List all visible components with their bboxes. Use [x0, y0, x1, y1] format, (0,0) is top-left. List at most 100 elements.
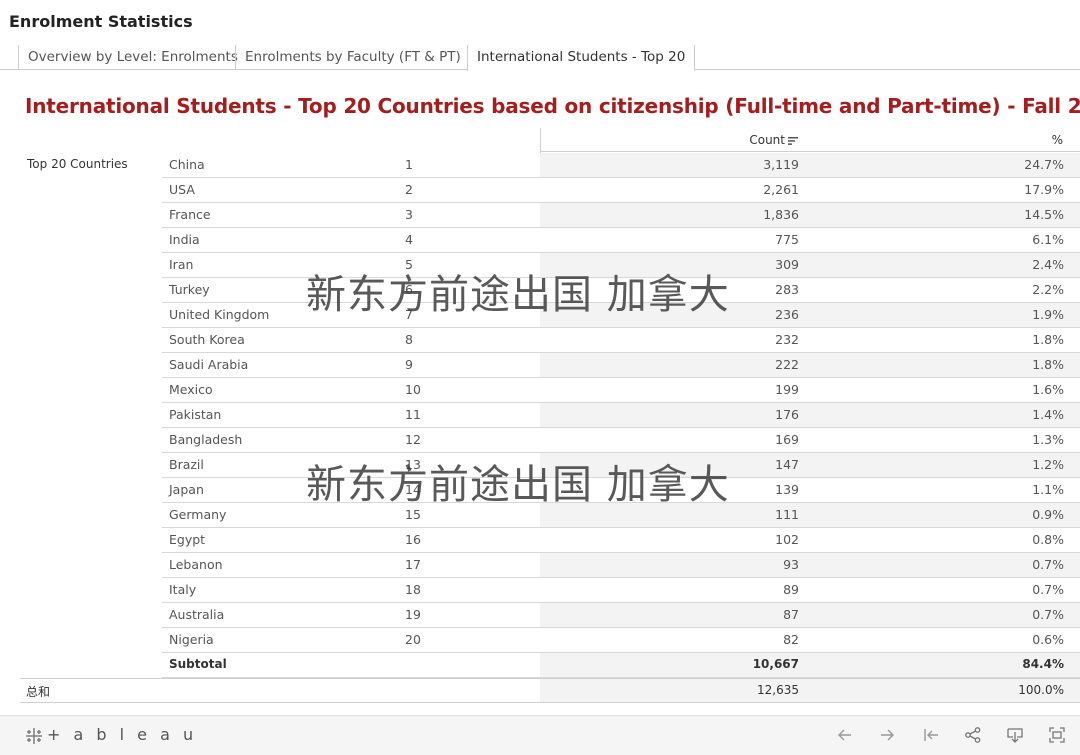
tableau-logo-text: + a b l e a u: [47, 725, 198, 744]
country-count: 283: [775, 282, 799, 297]
country-pct: 24.7%: [1024, 157, 1064, 172]
row-band: [540, 503, 1080, 527]
country-rank: 20: [405, 632, 421, 647]
table-row[interactable]: Lebanon 17 93 0.7%: [162, 553, 1080, 578]
country-rank: 18: [405, 582, 421, 597]
revert-icon[interactable]: [920, 724, 942, 746]
country-name: Germany: [169, 507, 227, 522]
row-band: [540, 553, 1080, 577]
country-count: 147: [775, 457, 799, 472]
forward-arrow-icon[interactable]: [876, 724, 898, 746]
table-row[interactable]: Australia 19 87 0.7%: [162, 603, 1080, 628]
country-rank: 3: [405, 207, 413, 222]
country-count: 775: [775, 232, 799, 247]
table-row[interactable]: Bangladesh 12 169 1.3%: [162, 428, 1080, 453]
sort-descending-icon[interactable]: [788, 136, 798, 146]
table-row[interactable]: United Kingdom 7 236 1.9%: [162, 303, 1080, 328]
country-rank: 6: [405, 282, 413, 297]
country-count: 111: [775, 507, 799, 522]
country-name: Saudi Arabia: [169, 357, 249, 372]
tableau-logo[interactable]: + a b l e a u: [25, 725, 197, 745]
country-name: Pakistan: [169, 407, 222, 422]
pct-column-header[interactable]: %: [1051, 133, 1063, 147]
table-row[interactable]: France 3 1,836 14.5%: [162, 203, 1080, 228]
table-row[interactable]: China 1 3,119 24.7%: [162, 153, 1080, 178]
table-row[interactable]: Nigeria 20 82 0.6%: [162, 628, 1080, 653]
column-header-row: Count %: [540, 128, 1080, 152]
country-pct: 1.9%: [1032, 307, 1064, 322]
row-band: [540, 603, 1080, 627]
tab-strip: Overview by Level: Enrolments Enrolments…: [0, 45, 1080, 71]
row-band: [540, 478, 1080, 502]
row-band: [540, 378, 1080, 402]
country-rank: 12: [405, 432, 421, 447]
table-row[interactable]: Turkey 6 283 2.2%: [162, 278, 1080, 303]
table-row[interactable]: Egypt 16 102 0.8%: [162, 528, 1080, 553]
country-name: Brazil: [169, 457, 204, 472]
country-rank: 17: [405, 557, 421, 572]
country-rank: 5: [405, 257, 413, 272]
country-name: United Kingdom: [169, 307, 270, 322]
country-rank: 8: [405, 332, 413, 347]
country-count: 169: [775, 432, 799, 447]
table-row[interactable]: India 4 775 6.1%: [162, 228, 1080, 253]
table-row[interactable]: Japan 14 139 1.1%: [162, 478, 1080, 503]
grand-total-row[interactable]: 总和 12,635 100.0%: [20, 678, 1080, 703]
country-name: Australia: [169, 607, 225, 622]
country-pct: 0.9%: [1032, 507, 1064, 522]
row-band: [540, 328, 1080, 352]
table-row[interactable]: Brazil 13 147 1.2%: [162, 453, 1080, 478]
row-band: [540, 403, 1080, 427]
table-row[interactable]: Pakistan 11 176 1.4%: [162, 403, 1080, 428]
country-name: USA: [169, 182, 195, 197]
country-count: 309: [775, 257, 799, 272]
row-band: [540, 453, 1080, 477]
tab-international-students[interactable]: International Students - Top 20: [467, 45, 696, 71]
table-row[interactable]: Italy 18 89 0.7%: [162, 578, 1080, 603]
country-pct: 0.8%: [1032, 532, 1064, 547]
download-icon[interactable]: [1004, 724, 1026, 746]
fullscreen-icon[interactable]: [1046, 724, 1068, 746]
country-name: Italy: [169, 582, 197, 597]
row-band: [540, 428, 1080, 452]
table-row[interactable]: Iran 5 309 2.4%: [162, 253, 1080, 278]
subtotal-pct: 84.4%: [1022, 657, 1064, 671]
row-band: [540, 278, 1080, 302]
country-rank: 2: [405, 182, 413, 197]
header-spacer: [162, 128, 540, 152]
table-row[interactable]: South Korea 8 232 1.8%: [162, 328, 1080, 353]
country-rank: 9: [405, 357, 413, 372]
row-band: [540, 153, 1080, 177]
subtotal-row[interactable]: Subtotal 10,667 84.4%: [162, 653, 1080, 678]
country-rank: 4: [405, 232, 413, 247]
country-count: 1,836: [763, 207, 799, 222]
country-name: France: [169, 207, 211, 222]
country-count: 89: [783, 582, 799, 597]
share-icon[interactable]: [962, 724, 984, 746]
crosstab-table: Count % Top 20 Countries China 1 3,119 24.7…: [0, 128, 1080, 703]
country-rank: 19: [405, 607, 421, 622]
count-column-header[interactable]: Count: [749, 133, 798, 147]
row-band: [540, 528, 1080, 552]
country-name: India: [169, 232, 200, 247]
row-group-label: Top 20 Countries: [27, 157, 128, 171]
subtotal-label: Subtotal: [169, 657, 227, 671]
country-pct: 0.6%: [1032, 632, 1064, 647]
table-row[interactable]: USA 2 2,261 17.9%: [162, 178, 1080, 203]
grand-total-pct: 100.0%: [1018, 683, 1064, 697]
table-row[interactable]: Saudi Arabia 9 222 1.8%: [162, 353, 1080, 378]
tab-enrolments-by-faculty[interactable]: Enrolments by Faculty (FT & PT): [235, 45, 470, 70]
back-arrow-icon[interactable]: [834, 724, 856, 746]
table-row[interactable]: Mexico 10 199 1.6%: [162, 378, 1080, 403]
country-count: 236: [775, 307, 799, 322]
table-row[interactable]: Germany 15 111 0.9%: [162, 503, 1080, 528]
country-count: 176: [775, 407, 799, 422]
country-rank: 13: [405, 457, 421, 472]
country-count: 102: [775, 532, 799, 547]
tableau-logo-icon: [26, 727, 42, 744]
tab-overview-by-level[interactable]: Overview by Level: Enrolments: [18, 45, 247, 70]
country-count: 3,119: [763, 157, 799, 172]
country-rank: 7: [405, 307, 413, 322]
country-name: Turkey: [169, 282, 210, 297]
country-pct: 2.2%: [1032, 282, 1064, 297]
